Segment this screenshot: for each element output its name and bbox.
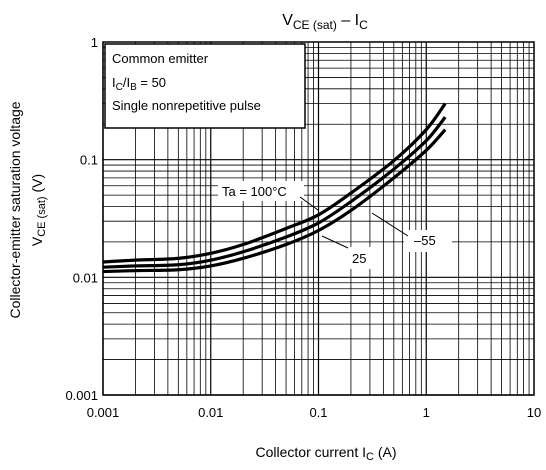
leader-25 bbox=[321, 235, 349, 249]
label-box-minus55 bbox=[404, 230, 452, 252]
conditions-box bbox=[104, 43, 306, 129]
y-axis-label-line-1: Collector-emitter saturation voltage bbox=[7, 101, 23, 318]
series-line-1 bbox=[102, 116, 447, 269]
x-tick-label: 0.1 bbox=[309, 405, 327, 420]
x-tick-label: 10 bbox=[527, 405, 541, 420]
series-line-0 bbox=[102, 102, 447, 264]
series-label-minus55: –55 bbox=[414, 233, 436, 248]
x-tick-label: 0.001 bbox=[87, 405, 120, 420]
conditions-line-1: Common emitter bbox=[112, 51, 209, 66]
conditions-line-2: IC/IB = 50 bbox=[112, 75, 166, 93]
y-tick-labels: 0.001 0.01 0.1 1 bbox=[65, 35, 98, 403]
x-axis-label: Collector current IC (A) bbox=[256, 444, 397, 463]
y-tick-label: 0.1 bbox=[80, 153, 98, 168]
leader-minus55 bbox=[371, 212, 409, 237]
label-box-25 bbox=[336, 247, 374, 269]
conditions-line-3: Single nonrepetitive pulse bbox=[112, 98, 261, 113]
y-tick-label: 0.01 bbox=[73, 270, 98, 285]
label-box-100c bbox=[218, 181, 304, 201]
chart-title: VCE (sat) – IC bbox=[282, 12, 368, 32]
x-tick-labels: 0.001 0.01 0.1 1 10 bbox=[87, 405, 542, 420]
series-label-25: 25 bbox=[352, 251, 366, 266]
x-tick-label: 0.01 bbox=[198, 405, 223, 420]
y-tick-label: 0.001 bbox=[65, 388, 98, 403]
y-axis-label-line-2: VCE (sat) (V) bbox=[29, 174, 48, 246]
series-curves bbox=[102, 102, 447, 274]
y-tick-label: 1 bbox=[91, 35, 98, 50]
leader-100c bbox=[299, 196, 319, 211]
series-label-100c: Ta = 100°C bbox=[222, 184, 287, 199]
plot-frame bbox=[102, 41, 535, 396]
x-tick-label: 1 bbox=[423, 405, 430, 420]
series-line-2 bbox=[102, 128, 447, 274]
